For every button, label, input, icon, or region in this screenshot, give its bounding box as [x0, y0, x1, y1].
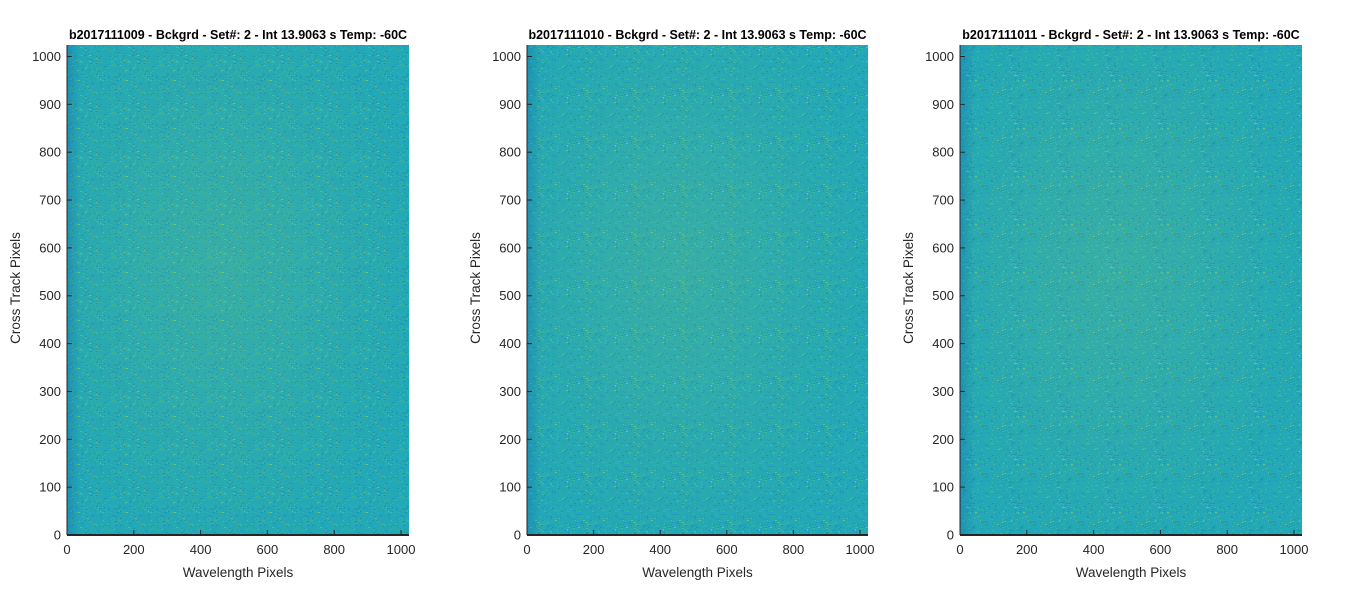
y-tick-label: 400	[39, 336, 61, 351]
y-tick-label: 600	[39, 240, 61, 255]
y-tick-label: 900	[932, 97, 954, 112]
heatmap-glow	[960, 45, 1302, 535]
y-tick-label: 900	[39, 97, 61, 112]
heatmap-glow	[527, 45, 868, 535]
y-tick-label: 200	[39, 432, 61, 447]
y-tick-label: 0	[514, 528, 521, 543]
y-tick-label: 200	[499, 432, 521, 447]
y-tick-label: 300	[39, 384, 61, 399]
y-axis-label: Cross Track Pixels	[468, 232, 483, 344]
y-tick-label: 500	[932, 288, 954, 303]
y-tick-label: 1000	[492, 49, 521, 64]
heatmap-edge-band	[67, 45, 81, 535]
x-tick-label: 800	[1216, 542, 1238, 557]
y-tick-label: 200	[932, 432, 954, 447]
y-tick-label: 0	[947, 528, 954, 543]
y-tick-label: 100	[499, 480, 521, 495]
y-tick-label: 900	[499, 97, 521, 112]
y-tick-label: 0	[54, 528, 61, 543]
y-tick-label: 1000	[32, 49, 61, 64]
x-axis-label: Wavelength Pixels	[642, 565, 753, 580]
y-tick-label: 600	[499, 240, 521, 255]
y-tick-label: 800	[932, 145, 954, 160]
y-tick-label: 300	[499, 384, 521, 399]
x-tick-label: 0	[523, 542, 530, 557]
heatmap-panel-3: b2017111011 - Bckgrd - Set#: 2 - Int 13.…	[901, 28, 1308, 580]
x-tick-label: 600	[716, 542, 738, 557]
y-tick-label: 700	[932, 193, 954, 208]
x-tick-label: 1000	[387, 542, 416, 557]
x-axis-label: Wavelength Pixels	[183, 565, 294, 580]
x-tick-label: 600	[257, 542, 279, 557]
x-tick-label: 800	[323, 542, 345, 557]
chart-title: b2017111010 - Bckgrd - Set#: 2 - Int 13.…	[528, 28, 866, 42]
y-tick-label: 400	[932, 336, 954, 351]
heatmap-edge-band	[527, 45, 541, 535]
x-tick-label: 400	[1083, 542, 1105, 557]
heatmap-panel-2: b2017111010 - Bckgrd - Set#: 2 - Int 13.…	[468, 28, 874, 580]
x-tick-label: 400	[190, 542, 212, 557]
y-tick-label: 600	[932, 240, 954, 255]
y-tick-label: 700	[39, 193, 61, 208]
chart-title: b2017111011 - Bckgrd - Set#: 2 - Int 13.…	[962, 28, 1299, 42]
y-tick-label: 1000	[925, 49, 954, 64]
heatmap-edge-band	[960, 45, 974, 535]
y-tick-label: 800	[39, 145, 61, 160]
x-tick-label: 600	[1150, 542, 1172, 557]
y-tick-label: 300	[932, 384, 954, 399]
heatmap-glow	[67, 45, 409, 535]
x-tick-label: 200	[123, 542, 145, 557]
y-tick-label: 800	[499, 145, 521, 160]
x-tick-label: 800	[783, 542, 805, 557]
y-tick-label: 100	[39, 480, 61, 495]
y-tick-label: 700	[499, 193, 521, 208]
x-axis-label: Wavelength Pixels	[1076, 565, 1187, 580]
x-tick-label: 200	[1016, 542, 1038, 557]
y-axis-label: Cross Track Pixels	[901, 232, 916, 344]
x-tick-label: 1000	[1280, 542, 1309, 557]
x-tick-label: 400	[649, 542, 671, 557]
heatmap-panel-1: b2017111009 - Bckgrd - Set#: 2 - Int 13.…	[8, 28, 415, 580]
y-tick-label: 500	[39, 288, 61, 303]
x-tick-label: 0	[956, 542, 963, 557]
y-tick-label: 100	[932, 480, 954, 495]
x-tick-label: 0	[63, 542, 70, 557]
chart-title: b2017111009 - Bckgrd - Set#: 2 - Int 13.…	[69, 28, 407, 42]
y-tick-label: 500	[499, 288, 521, 303]
x-tick-label: 200	[583, 542, 605, 557]
y-tick-label: 400	[499, 336, 521, 351]
y-axis-label: Cross Track Pixels	[8, 232, 23, 344]
x-tick-label: 1000	[846, 542, 875, 557]
